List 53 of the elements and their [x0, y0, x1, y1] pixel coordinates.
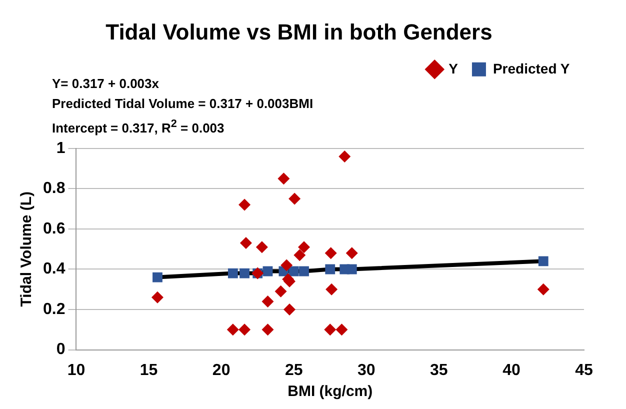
point — [538, 256, 548, 266]
point — [324, 247, 337, 260]
x-tick-label: 25 — [284, 362, 303, 379]
point — [280, 259, 293, 272]
point — [338, 150, 351, 162]
y-tick-label: 0.8 — [42, 180, 66, 198]
point — [336, 324, 348, 336]
y-tick-label: 0.6 — [42, 220, 66, 238]
point — [537, 283, 550, 296]
x-tick-label: 40 — [502, 362, 520, 379]
point — [152, 272, 162, 282]
y-tick-label: 0 — [56, 341, 66, 358]
x-tick-label: 10 — [67, 362, 86, 379]
point — [325, 264, 336, 274]
point — [238, 198, 251, 211]
point — [226, 324, 239, 336]
point — [278, 172, 290, 185]
point — [284, 304, 296, 316]
point — [298, 241, 310, 254]
text: Y= 0.317 + 0.003x — [52, 75, 160, 93]
y-tick-label: 0.4 — [42, 260, 66, 278]
x-tick-label: 20 — [212, 362, 230, 379]
x-tick-label: 45 — [575, 362, 593, 379]
text: Predicted Tidal Volume = 0.317 + 0.003BMI — [52, 95, 314, 113]
point — [288, 192, 301, 205]
y-axis-title: Tidal Volume (L) — [18, 191, 36, 307]
point — [262, 324, 274, 336]
x-tick-label: 15 — [140, 362, 158, 379]
point — [238, 324, 251, 336]
point — [262, 266, 273, 276]
legend-label: Y — [448, 60, 459, 76]
chart-title: Tidal Volume vs BMI in both Genders — [106, 19, 492, 44]
point — [326, 283, 338, 296]
x-axis-title: BMI (kg/cm) — [288, 383, 373, 400]
point — [151, 291, 164, 304]
point — [294, 249, 306, 262]
point — [256, 241, 268, 254]
point — [346, 247, 358, 260]
point — [324, 324, 336, 336]
point — [288, 266, 299, 276]
x-tick-label: 30 — [357, 362, 376, 379]
point — [346, 264, 357, 274]
y-tick-label: 0.2 — [42, 300, 66, 318]
point — [299, 266, 309, 276]
y-tick-label: 1 — [56, 140, 66, 157]
legend-label: Predicted Y — [492, 60, 570, 76]
point — [228, 268, 238, 278]
text: Intercept = 0.317, R$^{2}$ = 0.003 — [52, 117, 226, 138]
point — [274, 285, 287, 298]
point — [262, 295, 274, 308]
x-tick-label: 35 — [430, 362, 448, 379]
point — [240, 237, 252, 250]
point — [240, 268, 250, 278]
